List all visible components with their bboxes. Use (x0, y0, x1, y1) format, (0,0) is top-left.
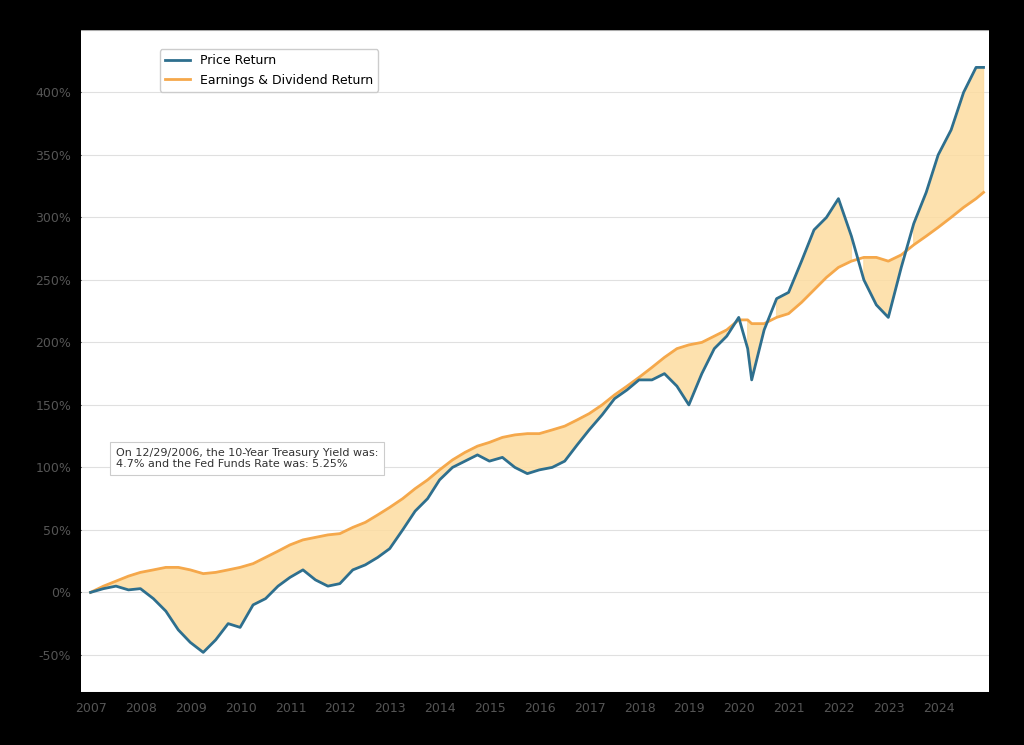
Line: Earnings & Dividend Return: Earnings & Dividend Return (90, 192, 983, 592)
Price Return (297, 565, 309, 574)
Price Return (596, 410, 608, 419)
Price Return (84, 588, 96, 597)
Price Return (970, 63, 982, 72)
Price Return (977, 63, 989, 72)
Earnings & Dividend Return (84, 588, 96, 597)
Text: On 12/29/2006, the 10-Year Treasury Yield was:
4.7% and the Fed Funds Rate was: : On 12/29/2006, the 10-Year Treasury Yiel… (116, 448, 378, 469)
Earnings & Dividend Return (895, 250, 907, 259)
Earnings & Dividend Return (596, 400, 608, 409)
Legend: Price Return, Earnings & Dividend Return: Price Return, Earnings & Dividend Return (160, 49, 378, 92)
Earnings & Dividend Return (384, 503, 396, 512)
Earnings & Dividend Return (977, 188, 989, 197)
Earnings & Dividend Return (284, 540, 296, 549)
Price Return (396, 525, 409, 534)
Price Return (284, 573, 296, 582)
Price Return (197, 648, 209, 657)
Earnings & Dividend Return (583, 409, 595, 418)
Earnings & Dividend Return (272, 547, 285, 556)
Price Return (907, 219, 920, 228)
Line: Price Return: Price Return (90, 67, 983, 653)
Price Return (608, 394, 621, 403)
